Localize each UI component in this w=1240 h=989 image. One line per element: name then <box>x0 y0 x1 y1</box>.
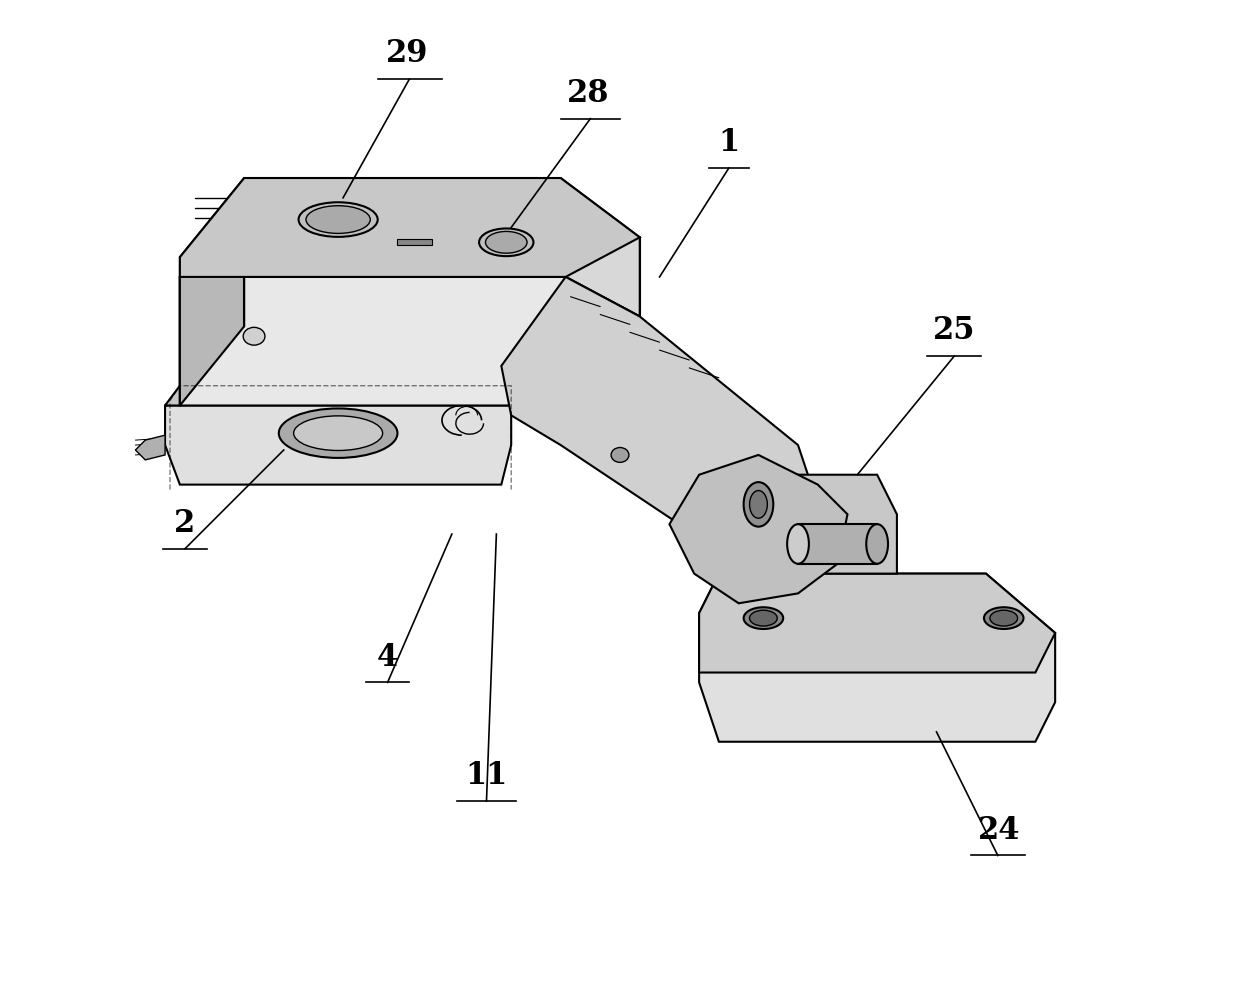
Polygon shape <box>135 435 165 460</box>
Ellipse shape <box>299 203 378 237</box>
Polygon shape <box>180 198 244 405</box>
Polygon shape <box>699 574 1055 742</box>
Ellipse shape <box>294 415 383 451</box>
Ellipse shape <box>744 483 774 526</box>
Ellipse shape <box>243 327 265 345</box>
Ellipse shape <box>990 610 1018 626</box>
Text: 29: 29 <box>386 39 429 69</box>
Ellipse shape <box>985 607 1023 629</box>
Polygon shape <box>670 455 847 603</box>
Text: 4: 4 <box>377 642 398 673</box>
Text: 1: 1 <box>718 128 739 158</box>
Polygon shape <box>501 277 818 564</box>
Ellipse shape <box>749 491 768 518</box>
Polygon shape <box>165 277 180 405</box>
Ellipse shape <box>486 231 527 253</box>
Polygon shape <box>165 405 511 485</box>
Text: 25: 25 <box>932 315 976 346</box>
Text: 24: 24 <box>977 815 1021 846</box>
Text: 11: 11 <box>465 761 507 791</box>
Ellipse shape <box>867 524 888 564</box>
Ellipse shape <box>744 607 784 629</box>
Polygon shape <box>799 524 877 564</box>
Polygon shape <box>759 475 897 574</box>
Ellipse shape <box>479 228 533 256</box>
Ellipse shape <box>611 447 629 463</box>
Polygon shape <box>180 178 640 277</box>
Ellipse shape <box>279 408 398 458</box>
Polygon shape <box>180 277 640 445</box>
Ellipse shape <box>749 610 777 626</box>
Polygon shape <box>699 574 1055 673</box>
Text: 2: 2 <box>174 508 196 539</box>
Polygon shape <box>398 239 432 245</box>
Ellipse shape <box>787 524 808 564</box>
Polygon shape <box>180 178 640 316</box>
Text: 28: 28 <box>567 78 610 109</box>
Ellipse shape <box>306 206 371 233</box>
